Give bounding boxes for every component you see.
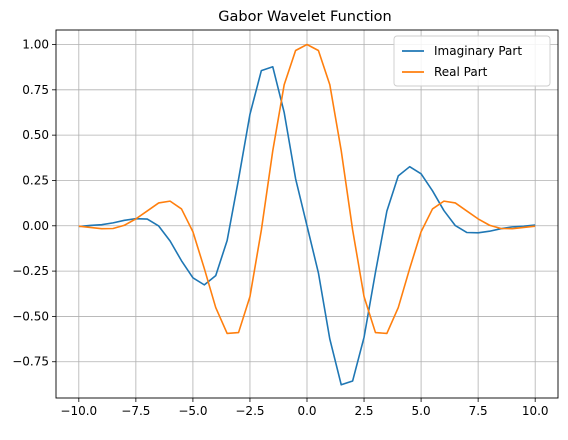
x-tick-label: 2.5 bbox=[354, 404, 373, 418]
legend-label: Real Part bbox=[434, 65, 488, 79]
series-line-real-part bbox=[78, 43, 536, 335]
y-tick-label: −0.25 bbox=[12, 264, 49, 278]
plot-area: −10.0 −7.5 −5.0 −2.5 0.0 2.5 5.0 7.5 10.0 −0.75 −0… bbox=[12, 29, 559, 418]
y-tick-label: 0.75 bbox=[22, 83, 49, 97]
x-tick-label: −2.5 bbox=[235, 404, 264, 418]
legend-box bbox=[393, 35, 551, 87]
y-tick-label: 1.00 bbox=[22, 38, 49, 52]
x-tick-label: 10.0 bbox=[522, 404, 549, 418]
legend-label: Imaginary Part bbox=[434, 44, 522, 58]
y-tick-label: 0.50 bbox=[22, 128, 49, 142]
x-tick-label: 7.5 bbox=[469, 404, 488, 418]
y-tick-label: 0.00 bbox=[22, 219, 49, 233]
x-tick-label: 0.0 bbox=[297, 404, 316, 418]
x-tick-label: −7.5 bbox=[121, 404, 150, 418]
x-tick-label: −5.0 bbox=[178, 404, 207, 418]
y-tick-label: −0.75 bbox=[12, 355, 49, 369]
x-tick-label: 5.0 bbox=[412, 404, 431, 418]
y-tick-label: −0.50 bbox=[12, 309, 49, 323]
series-line-imaginary-part bbox=[78, 66, 536, 386]
chart-title: Gabor Wavelet Function bbox=[218, 9, 391, 25]
x-tick-label: −10.0 bbox=[60, 404, 97, 418]
y-tick-label: 0.25 bbox=[22, 173, 49, 187]
